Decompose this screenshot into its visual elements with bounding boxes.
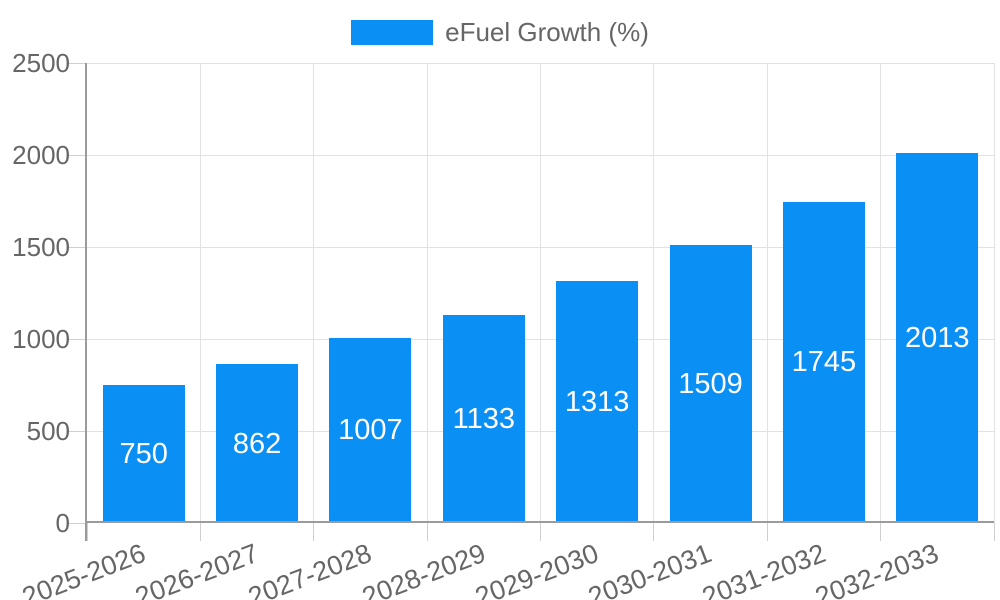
x-tick [540,523,541,541]
legend: eFuel Growth (%) [0,17,1000,47]
bar-2030-2031[interactable]: 1509 [669,245,752,523]
bar-value-label: 2013 [905,321,970,354]
legend-swatch [351,19,434,45]
x-gridline [199,63,201,523]
x-tick [653,523,655,541]
y-tick [68,62,87,64]
bar-2028-2029[interactable]: 1133 [442,314,525,523]
y-gridline [87,154,994,156]
plot-area: 750 862 1007 1133 1313 1509 1745 2013 [87,62,995,523]
bar-2031-2032[interactable]: 1745 [782,201,865,523]
bar-2029-2030[interactable]: 1313 [556,281,639,523]
y-tick-label: 2000 [12,140,70,170]
x-tick-label: 2026-2027 [131,537,263,600]
x-tick [880,523,882,541]
x-tick [199,523,201,541]
legend-item[interactable]: eFuel Growth (%) [351,17,649,47]
x-gridline [540,63,541,523]
x-gridline [313,63,315,523]
y-tick [68,154,87,156]
x-tick-label: 2031-2032 [698,537,830,600]
x-tick [426,523,428,541]
bar-value-label: 862 [232,427,282,460]
x-tick [993,523,995,541]
y-tick [68,522,87,524]
x-tick-label: 2032-2033 [811,537,943,600]
bar-value-label: 1313 [564,386,630,419]
y-tick-label: 0 [55,508,70,538]
x-gridline [766,63,768,523]
bar-2027-2028[interactable]: 1007 [329,337,412,523]
bar-value-label: 1007 [338,414,403,447]
x-tick-label: 2029-2030 [471,537,603,600]
x-tick-label: 2030-2031 [584,537,716,600]
bar-value-label: 1509 [678,368,743,401]
bar-value-label: 1745 [791,346,857,379]
y-tick-label: 1500 [12,232,70,262]
y-tick [68,430,87,432]
bar-value-label: 1133 [452,402,515,435]
y-tick-label: 500 [26,416,70,446]
y-gridline [87,62,994,64]
x-gridline [993,63,995,523]
x-gridline [426,63,428,523]
x-tick [313,523,315,541]
y-tick [68,338,87,340]
legend-label: eFuel Growth (%) [445,17,649,47]
x-gridline [880,63,882,523]
y-tick-label: 2500 [12,48,70,78]
x-tick-label: 2025-2026 [17,537,150,600]
y-tick-label: 1000 [12,324,70,354]
x-tick-label: 2027-2028 [244,537,376,600]
bar-value-label: 750 [119,438,168,470]
x-tick-label: 2028-2029 [357,537,490,600]
x-gridline [653,63,655,523]
y-tick [68,246,87,248]
bar-2026-2027[interactable]: 862 [216,364,299,523]
bar-2032-2033[interactable]: 2013 [896,152,979,523]
x-tick [766,523,768,541]
x-tick [86,523,88,541]
bar-2025-2026[interactable]: 750 [102,385,185,523]
